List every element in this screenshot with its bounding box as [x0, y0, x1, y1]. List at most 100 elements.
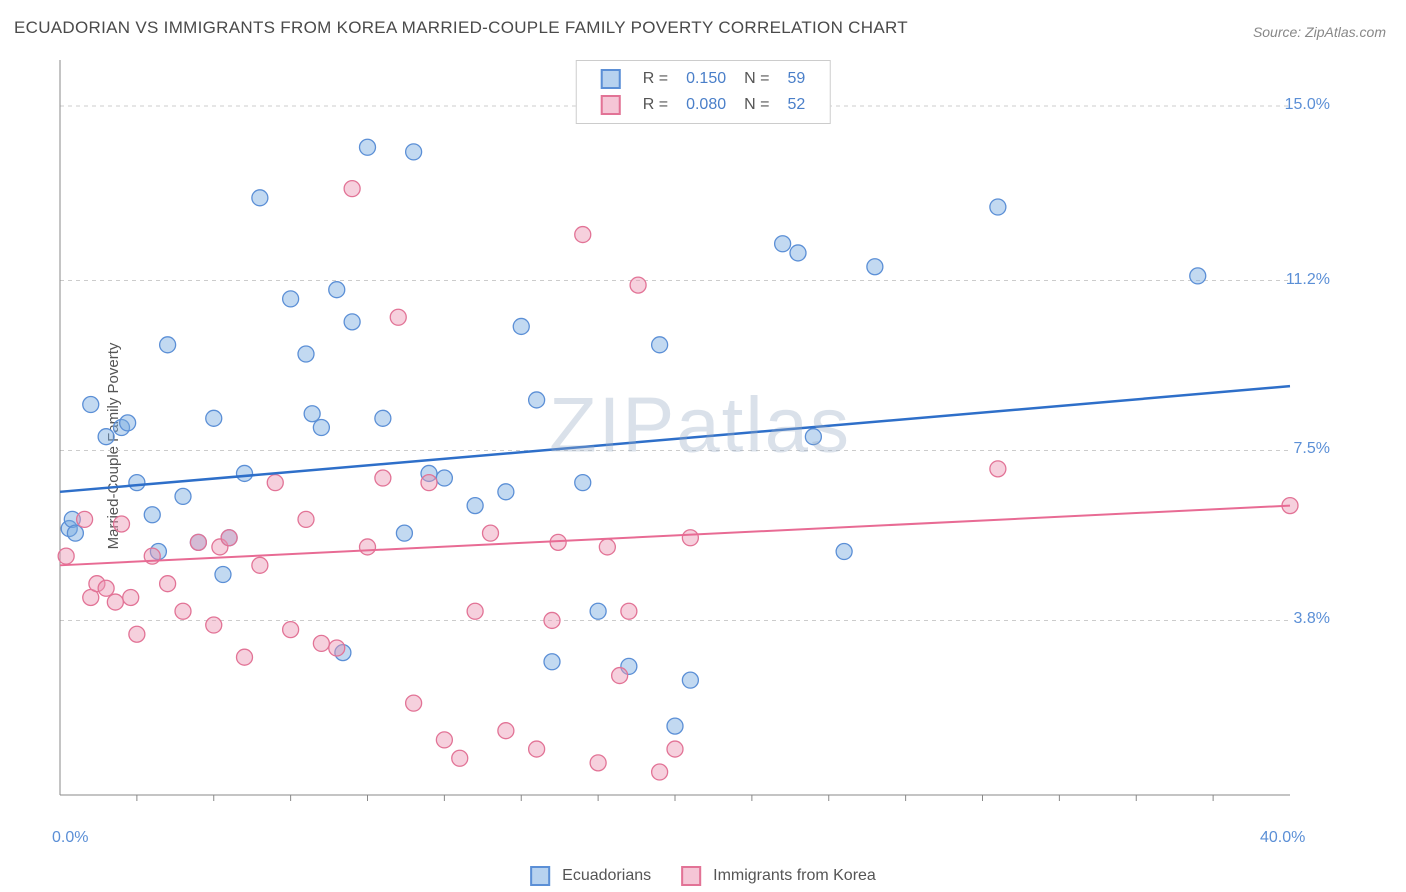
- y-tick-label: 3.8%: [1294, 610, 1330, 628]
- plot-area: ZIPatlas 3.8%7.5%11.2%15.0%0.0%40.0%: [50, 55, 1350, 825]
- data-point: [237, 465, 253, 481]
- data-point: [375, 470, 391, 486]
- data-point: [390, 309, 406, 325]
- data-point: [836, 544, 852, 560]
- data-point: [206, 410, 222, 426]
- data-point: [313, 420, 329, 436]
- r-value: 0.150: [678, 67, 734, 91]
- data-point: [682, 530, 698, 546]
- x-tick-label: 40.0%: [1260, 829, 1305, 847]
- data-point: [599, 539, 615, 555]
- data-point: [360, 139, 376, 155]
- data-point: [252, 557, 268, 573]
- data-point: [175, 603, 191, 619]
- data-point: [129, 475, 145, 491]
- data-point: [483, 525, 499, 541]
- data-point: [215, 567, 231, 583]
- y-tick-label: 7.5%: [1294, 440, 1330, 458]
- data-point: [544, 654, 560, 670]
- data-point: [144, 507, 160, 523]
- data-point: [206, 617, 222, 633]
- data-point: [344, 314, 360, 330]
- scatter-svg: [50, 55, 1350, 825]
- data-point: [58, 548, 74, 564]
- data-point: [667, 741, 683, 757]
- data-point: [329, 640, 345, 656]
- legend-label: Ecuadorians: [562, 867, 651, 885]
- data-point: [129, 626, 145, 642]
- data-point: [513, 318, 529, 334]
- r-label: R =: [635, 67, 676, 91]
- data-point: [498, 723, 514, 739]
- data-point: [406, 144, 422, 160]
- data-point: [375, 410, 391, 426]
- data-point: [529, 392, 545, 408]
- data-point: [436, 470, 452, 486]
- data-point: [590, 603, 606, 619]
- data-point: [267, 475, 283, 491]
- data-point: [575, 227, 591, 243]
- legend-item: Immigrants from Korea: [681, 866, 876, 886]
- legend-swatch: [601, 95, 621, 115]
- n-value: 59: [779, 67, 813, 91]
- data-point: [237, 649, 253, 665]
- data-point: [621, 603, 637, 619]
- data-point: [344, 181, 360, 197]
- trend-line: [60, 386, 1290, 492]
- data-point: [67, 525, 83, 541]
- data-point: [160, 337, 176, 353]
- data-point: [298, 511, 314, 527]
- data-point: [283, 622, 299, 638]
- n-label: N =: [736, 93, 777, 117]
- data-point: [544, 612, 560, 628]
- data-point: [252, 190, 268, 206]
- legend-swatch: [530, 866, 550, 886]
- data-point: [107, 594, 123, 610]
- y-tick-label: 11.2%: [1286, 271, 1330, 289]
- data-point: [805, 429, 821, 445]
- data-point: [83, 397, 99, 413]
- trend-line: [60, 506, 1290, 566]
- data-point: [652, 337, 668, 353]
- data-point: [452, 750, 468, 766]
- data-point: [114, 516, 130, 532]
- data-point: [529, 741, 545, 757]
- chart-title: ECUADORIAN VS IMMIGRANTS FROM KOREA MARR…: [14, 18, 908, 38]
- data-point: [1190, 268, 1206, 284]
- data-point: [221, 530, 237, 546]
- correlation-legend: R = 0.150 N = 59 R = 0.080 N = 52: [576, 60, 831, 124]
- data-point: [120, 415, 136, 431]
- data-point: [396, 525, 412, 541]
- data-point: [283, 291, 299, 307]
- data-point: [160, 576, 176, 592]
- series-legend: Ecuadorians Immigrants from Korea: [530, 866, 876, 886]
- data-point: [990, 461, 1006, 477]
- data-point: [467, 603, 483, 619]
- legend-swatch: [681, 866, 701, 886]
- data-point: [682, 672, 698, 688]
- data-point: [612, 668, 628, 684]
- data-point: [123, 589, 139, 605]
- data-point: [190, 534, 206, 550]
- data-point: [77, 511, 93, 527]
- legend-label: Immigrants from Korea: [713, 867, 876, 885]
- data-point: [867, 259, 883, 275]
- data-point: [990, 199, 1006, 215]
- n-label: N =: [736, 67, 777, 91]
- chart-container: ECUADORIAN VS IMMIGRANTS FROM KOREA MARR…: [0, 0, 1406, 892]
- data-point: [175, 488, 191, 504]
- y-tick-label: 15.0%: [1285, 96, 1330, 114]
- data-point: [298, 346, 314, 362]
- data-point: [652, 764, 668, 780]
- data-point: [790, 245, 806, 261]
- data-point: [467, 498, 483, 514]
- data-point: [406, 695, 422, 711]
- data-point: [360, 539, 376, 555]
- source-label: Source: ZipAtlas.com: [1253, 24, 1386, 40]
- data-point: [436, 732, 452, 748]
- data-point: [590, 755, 606, 771]
- data-point: [329, 282, 345, 298]
- data-point: [575, 475, 591, 491]
- data-point: [98, 580, 114, 596]
- data-point: [498, 484, 514, 500]
